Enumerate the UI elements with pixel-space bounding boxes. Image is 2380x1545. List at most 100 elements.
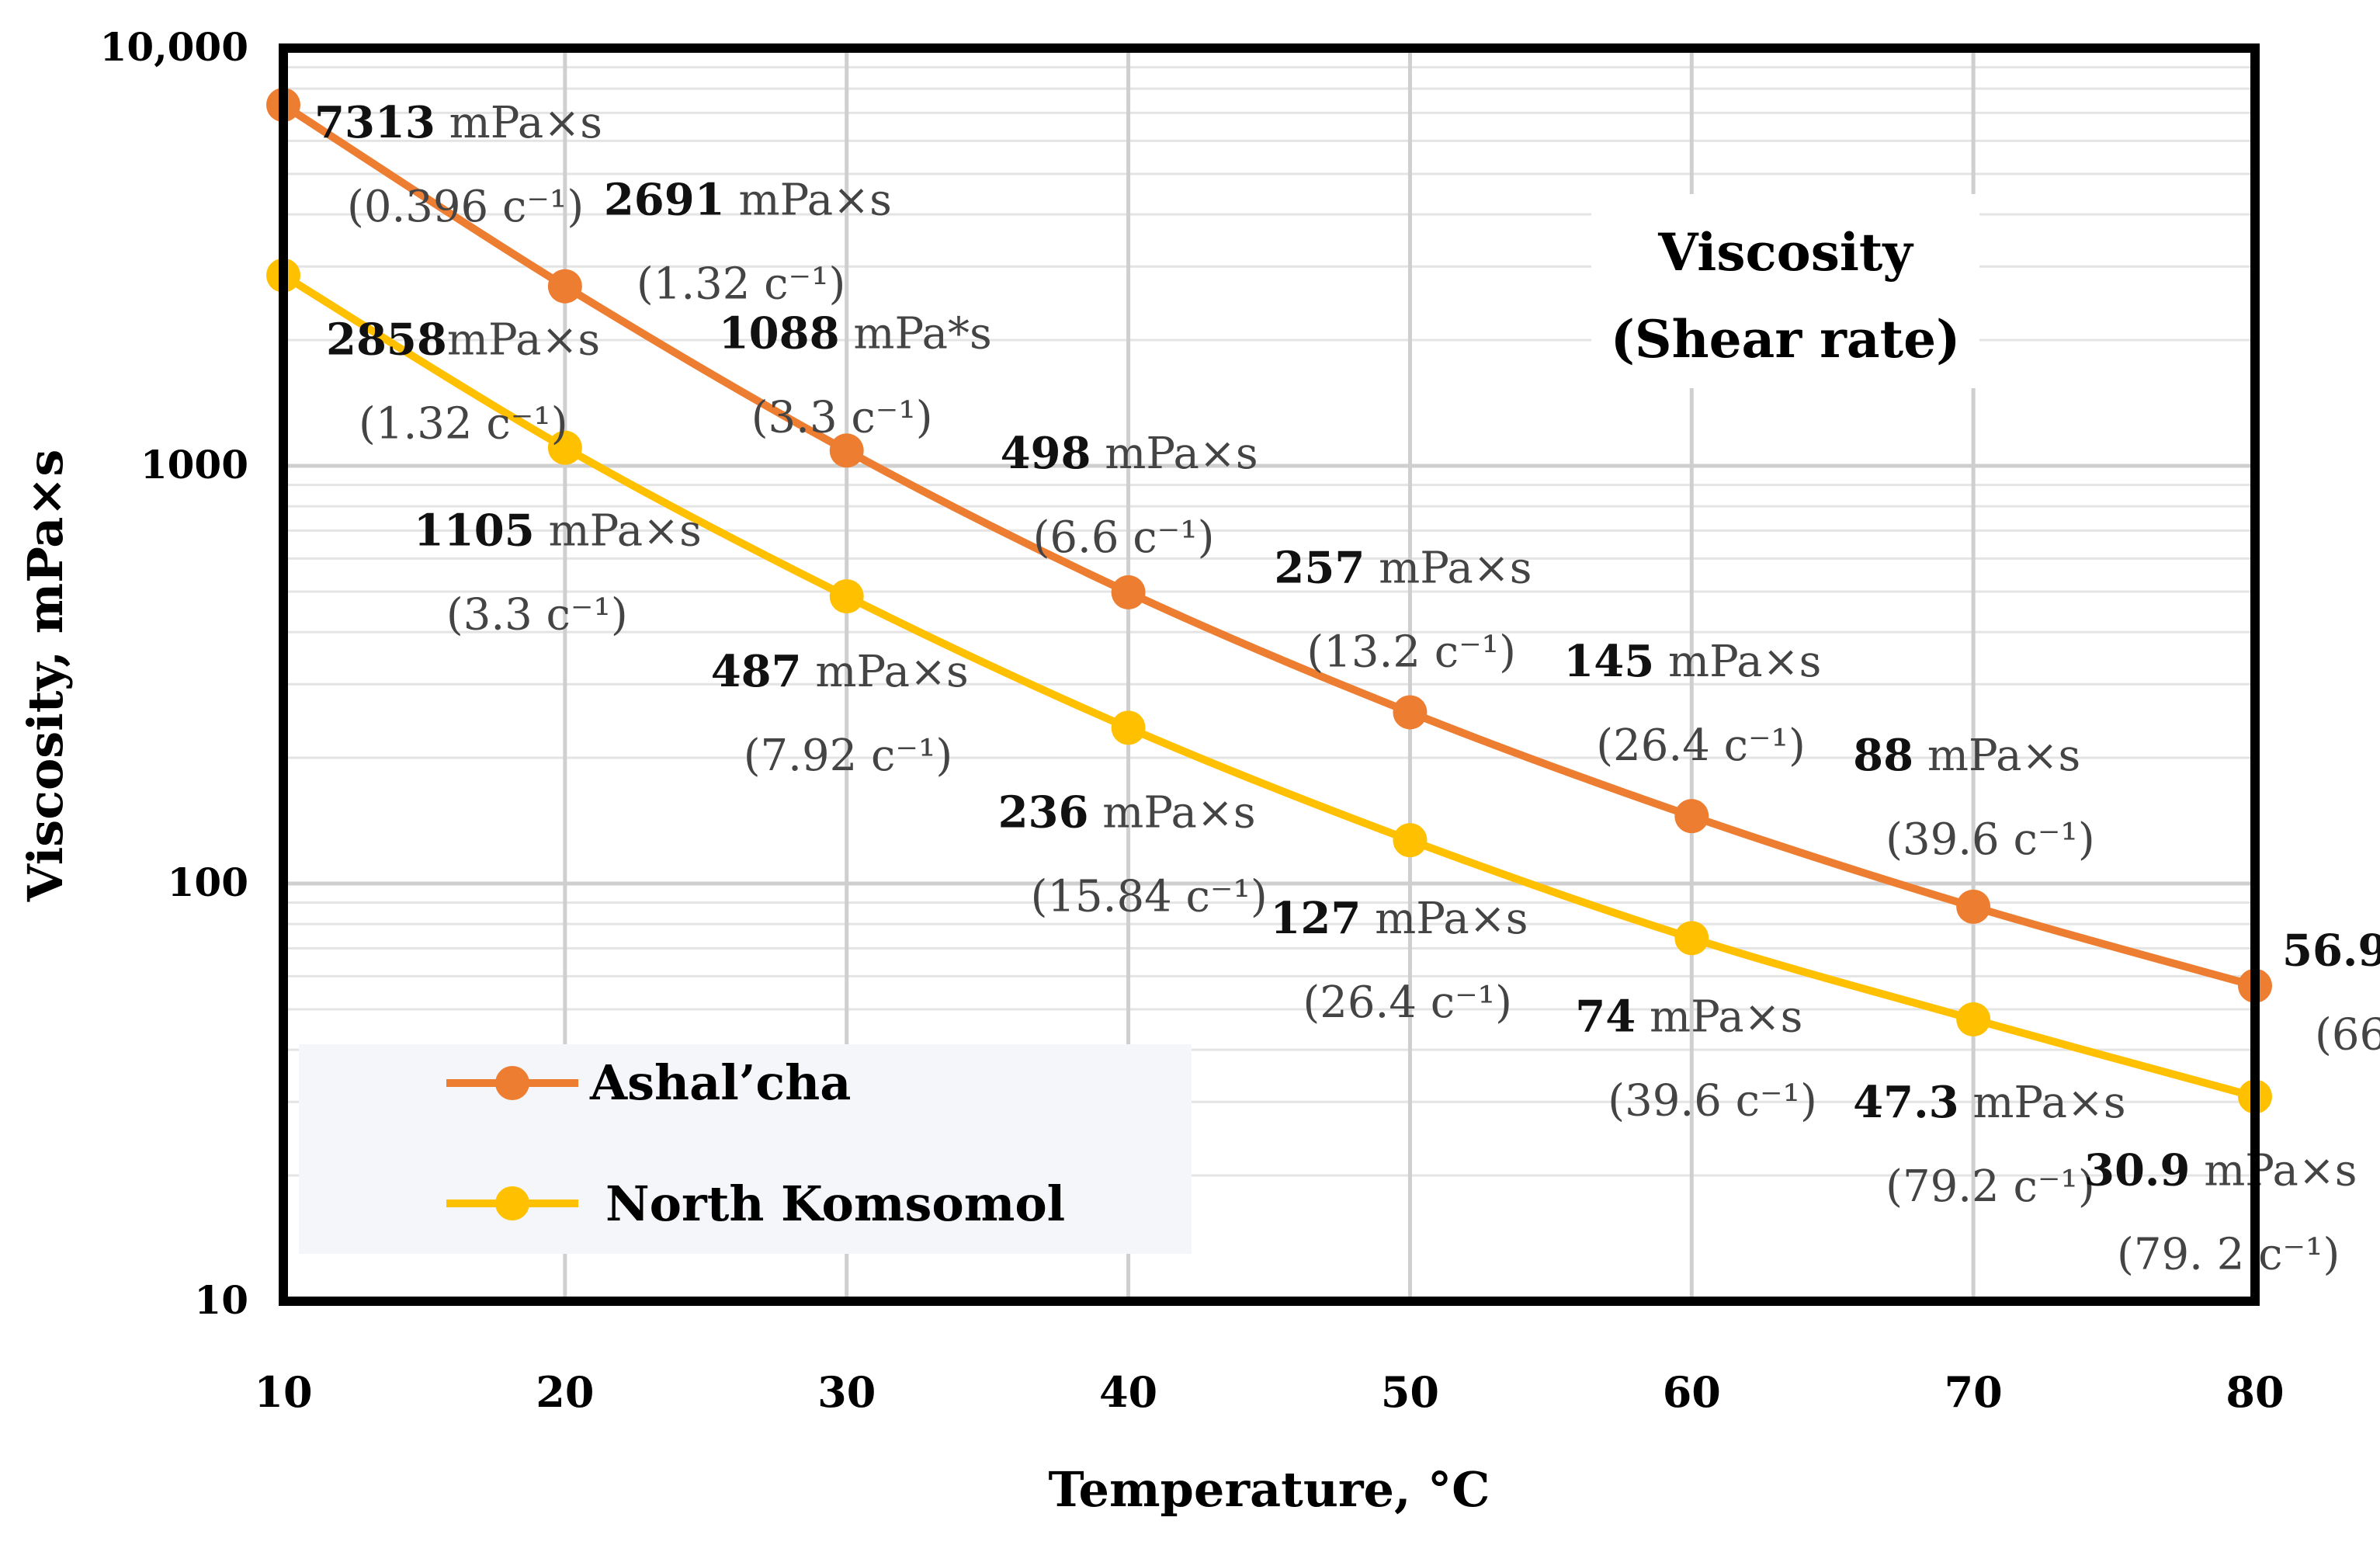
data-label-number: 30.9 — [2084, 1144, 2190, 1196]
x-tick-label: 70 — [1945, 1367, 2003, 1417]
data-label-shear-rate: (39.6 c⁻¹) — [1886, 814, 2095, 865]
legend-label-north-komsomol: North Komsomol — [605, 1175, 1065, 1232]
data-label-number: 7313 — [314, 97, 435, 148]
data-label-number: 498 — [1001, 428, 1091, 479]
data-label-number: 487 — [711, 646, 802, 697]
data-label-unit: mPa×s — [447, 315, 600, 366]
data-label-unit: mPa×s — [1091, 429, 1258, 479]
data-label-value: 56.9 mPa×s — [2282, 925, 2380, 977]
data-label-unit: mPa×s — [1913, 731, 2080, 781]
data-point-ashalcha — [547, 269, 582, 304]
legend: Ashal’cha North Komsomol — [299, 1044, 1192, 1254]
data-point-north-komsomol — [1674, 921, 1709, 956]
data-label-unit: mPa×s — [725, 175, 892, 226]
y-axis-ticks: 10 100 1000 10,000 — [100, 24, 248, 1323]
data-point-ashalcha — [829, 433, 864, 468]
data-label-value: 30.9 mPa×s — [2084, 1144, 2357, 1196]
data-label-number: 257 — [1274, 542, 1365, 593]
data-label-shear-rate: (79.2 c⁻¹) — [1886, 1161, 2095, 1212]
data-label-number: 74 — [1575, 991, 1636, 1042]
data-label-value: 47.3 mPa×s — [1853, 1077, 2126, 1128]
data-label-shear-rate: (79. 2 c⁻¹) — [2117, 1229, 2340, 1279]
y-tick-label: 10 — [194, 1277, 248, 1323]
data-label-shear-rate: (1.32 c⁻¹) — [637, 259, 846, 310]
data-point-ashalcha — [1674, 799, 1709, 834]
series-line-ashalcha — [281, 101, 2257, 990]
y-tick-label: 10,000 — [100, 24, 248, 70]
data-label-unit: mPa×s — [1365, 543, 1532, 593]
data-label-number: 127 — [1270, 893, 1361, 944]
annotation-title-line1: Viscosity — [1657, 222, 1913, 283]
annotation-title-line2: (Shear rate) — [1611, 309, 1961, 370]
data-label-value: 88 mPa×s — [1853, 730, 2080, 781]
series-line-north-komsomol — [281, 272, 2257, 1101]
y-tick-label: 100 — [168, 859, 248, 905]
data-label-shear-rate: (15.84 c⁻¹) — [1031, 871, 1268, 922]
data-label-shear-rate: (6.6 c⁻¹) — [1033, 512, 1215, 563]
data-label-number: 88 — [1853, 730, 1913, 781]
data-label-value: 2691 mPa×s — [604, 175, 892, 226]
data-label-shear-rate: (7.92 c⁻¹) — [744, 731, 953, 781]
data-point-north-komsomol — [547, 430, 582, 465]
data-label-number: 2858 — [326, 314, 447, 366]
data-label-number: 1105 — [414, 505, 535, 557]
data-label-value: 498 mPa×s — [1001, 428, 1258, 479]
data-point-north-komsomol — [1111, 710, 1146, 745]
data-label-shear-rate: (66 c⁻¹) — [2315, 1010, 2380, 1061]
data-label-unit: mPa×s — [802, 647, 969, 697]
data-point-ashalcha — [1111, 575, 1146, 609]
data-labels: 7313 mPa×s (0.396 c⁻¹) 2691 mPa×s (1.32 c⁻¹… — [314, 97, 2380, 1279]
data-label-shear-rate: (3.3 c⁻¹) — [446, 590, 628, 641]
data-label-unit: mPa*s — [840, 308, 992, 359]
data-label-number: 236 — [998, 786, 1089, 838]
data-point-ashalcha — [1956, 889, 1991, 924]
data-label-shear-rate: (13.2 c⁻¹) — [1306, 627, 1516, 677]
data-point-ashalcha — [1393, 695, 1428, 730]
x-tick-label: 80 — [2226, 1367, 2284, 1417]
data-label-shear-rate: (26.4 c⁻¹) — [1596, 720, 1806, 771]
data-point-north-komsomol — [1956, 1002, 1991, 1036]
data-label-unit: mPa×s — [1654, 637, 1821, 687]
data-label-value: 7313 mPa×s — [314, 97, 602, 148]
data-label-shear-rate: (39.6 c⁻¹) — [1608, 1075, 1817, 1126]
data-label-unit: mPa×s — [2190, 1145, 2357, 1196]
legend-marker-ashalcha — [495, 1066, 529, 1100]
data-label-value: 2858mPa×s — [326, 314, 600, 366]
data-label-number: 47.3 — [1853, 1077, 1958, 1128]
data-label-unit: mPa×s — [1959, 1078, 2126, 1128]
data-point-north-komsomol — [1393, 823, 1428, 858]
x-axis-label: Temperature, °C — [1048, 1461, 1490, 1518]
plot-frame — [279, 43, 2260, 1306]
data-point-north-komsomol — [829, 579, 864, 614]
annotation-title-box — [1591, 194, 1979, 388]
x-tick-label: 40 — [1099, 1367, 1157, 1417]
data-label-unit: mPa×s — [535, 506, 702, 557]
legend-marker-north-komsomol — [495, 1186, 529, 1220]
data-label-number: 145 — [1563, 636, 1654, 687]
data-label-unit: mPa×s — [435, 98, 602, 148]
x-tick-label: 20 — [536, 1367, 594, 1417]
data-label-value: 257 mPa×s — [1274, 542, 1532, 593]
data-label-number: 56.9 — [2282, 925, 2380, 977]
data-label-value: 1088 mPa*s — [719, 307, 992, 359]
data-label-value: 236 mPa×s — [998, 786, 1256, 838]
x-axis-ticks: 10 20 30 40 50 60 70 80 — [254, 1367, 2284, 1417]
data-label-unit: mPa×s — [1088, 787, 1255, 838]
data-label-number: 1088 — [719, 307, 840, 359]
x-tick-label: 30 — [817, 1367, 876, 1417]
series-layer — [266, 88, 2272, 1114]
x-tick-label: 50 — [1381, 1367, 1439, 1417]
data-label-value: 74 mPa×s — [1575, 991, 1802, 1042]
y-tick-label: 1000 — [141, 442, 248, 488]
data-label-unit: mPa×s — [1636, 991, 1802, 1042]
data-label-value: 127 mPa×s — [1270, 893, 1528, 944]
data-label-value: 487 mPa×s — [711, 646, 969, 697]
data-label-shear-rate: (0.396 c⁻¹) — [347, 182, 584, 232]
x-tick-label: 60 — [1663, 1367, 1721, 1417]
data-label-number: 2691 — [604, 175, 725, 226]
data-label-shear-rate: (26.4 c⁻¹) — [1303, 977, 1512, 1028]
y-axis-label: Viscosity, mPa×s — [17, 450, 74, 903]
data-label-shear-rate: (3.3 c⁻¹) — [751, 392, 933, 443]
